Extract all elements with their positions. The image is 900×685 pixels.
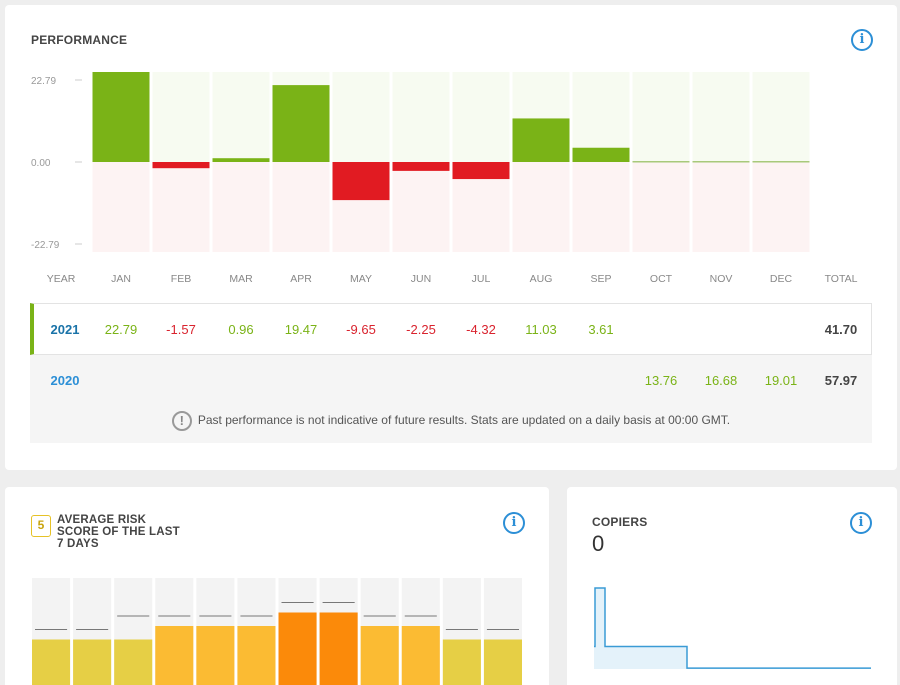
risk-bar[interactable]: [32, 639, 71, 685]
bar-oct[interactable]: [632, 161, 690, 163]
month-bg-negative: [92, 162, 150, 252]
month-value-jul: -4.32: [466, 322, 496, 337]
month-value-jan: 22.79: [104, 322, 138, 337]
performance-info-icon[interactable]: i: [851, 29, 873, 51]
total-cell: 57.97: [824, 373, 858, 388]
bar-mar[interactable]: [212, 158, 270, 162]
column-header: AUG: [530, 273, 553, 285]
y-tick-label: -22.79: [31, 240, 60, 251]
bar-apr[interactable]: [272, 85, 330, 162]
copiers-value: 0: [592, 531, 605, 556]
performance-chart: 22.79 0.00 -22.79 YEAR JAN FEB MAR APR MAY JUN JUL…: [31, 72, 858, 285]
column-header: TOTAL: [825, 273, 858, 285]
month-bg-positive: [392, 72, 450, 162]
month-value-mar: 0.96: [228, 322, 254, 337]
month-value-sep: 3.61: [588, 322, 614, 337]
month-bg-negative: [752, 162, 810, 252]
bar-sep[interactable]: [572, 147, 630, 162]
risk-bar[interactable]: [442, 639, 481, 685]
bar-may[interactable]: [332, 162, 390, 201]
risk-bar[interactable]: [483, 639, 522, 685]
bar-dec[interactable]: [752, 161, 810, 163]
total-cell: 41.70: [824, 322, 858, 337]
copiers-line: [594, 587, 871, 669]
month-value-aug: 11.03: [525, 322, 557, 337]
column-header: DEC: [770, 273, 793, 285]
copiers-title: COPIERS: [592, 515, 648, 529]
bar-jul[interactable]: [452, 162, 510, 180]
bar-nov[interactable]: [692, 161, 750, 163]
table-row-2021[interactable]: 2021 22.79 -1.57 0.96 19.47 -9.65 -2.25 -4.32 11…: [30, 303, 872, 355]
risk-bar[interactable]: [401, 626, 440, 685]
month-bg-negative: [572, 162, 630, 252]
month-bg-positive: [152, 72, 210, 162]
bar-jun[interactable]: [392, 162, 450, 171]
copiers-info-icon[interactable]: i: [850, 512, 872, 534]
risk-bar[interactable]: [278, 612, 317, 685]
risk-info-icon[interactable]: i: [503, 512, 525, 534]
column-header: OCT: [650, 273, 673, 285]
performance-card: PERFORMANCE i 22.79 0.00 -22.79 YEAR JAN FEB M…: [5, 5, 897, 470]
month-bg-positive: [692, 72, 750, 162]
column-header: APR: [290, 273, 312, 285]
y-tick-label: 0.00: [31, 158, 51, 169]
year-cell: 2021: [50, 322, 80, 337]
month-bg-negative: [212, 162, 270, 252]
column-header: FEB: [171, 273, 191, 285]
bar-feb[interactable]: [152, 162, 210, 169]
column-header: SEP: [590, 273, 611, 285]
month-value-oct: 13.76: [644, 373, 678, 388]
column-header: YEAR: [47, 273, 76, 285]
y-tick-label: 22.79: [31, 76, 56, 87]
month-bg-positive: [452, 72, 510, 162]
column-header: JAN: [111, 273, 131, 285]
month-bg-positive: [212, 72, 270, 162]
month-bg-positive: [752, 72, 810, 162]
month-value-dec: 19.01: [764, 373, 798, 388]
month-bg-negative: [692, 162, 750, 252]
copiers-area: [594, 588, 871, 669]
month-bg-negative: [632, 162, 690, 252]
risk-chart: [32, 578, 522, 685]
column-header: MAR: [229, 273, 253, 285]
month-value-nov: 16.68: [704, 373, 738, 388]
month-value-feb: -1.57: [166, 322, 196, 337]
disclaimer: ! Past performance is not indicative of f…: [30, 411, 872, 431]
risk-bar[interactable]: [360, 626, 399, 685]
month-bg-positive: [632, 72, 690, 162]
risk-bar[interactable]: [319, 612, 358, 685]
month-value-apr: 19.47: [284, 322, 318, 337]
disclaimer-text: Past performance is not indicative of fu…: [197, 413, 731, 428]
column-header: JUN: [411, 273, 431, 285]
month-bg-negative: [392, 162, 450, 252]
warning-icon: !: [171, 411, 192, 431]
month-value-may: -9.65: [346, 322, 376, 337]
risk-bar[interactable]: [114, 639, 153, 685]
risk-bar[interactable]: [237, 626, 276, 685]
risk-title: AVERAGE RISK SCORE OF THE LAST 7 DAYS: [57, 514, 180, 550]
performance-title: PERFORMANCE: [31, 33, 128, 47]
risk-bar[interactable]: [73, 639, 112, 685]
month-bg-negative: [272, 162, 330, 252]
risk-score-badge: 5: [31, 515, 51, 537]
bar-aug[interactable]: [512, 118, 570, 162]
column-header: JUL: [472, 273, 491, 285]
risk-score-card: 5 AVERAGE RISK SCORE OF THE LAST 7 DAYS …: [5, 487, 549, 685]
month-bg-positive: [572, 72, 630, 162]
risk-bar[interactable]: [155, 626, 194, 685]
year-cell: 2020: [50, 373, 80, 388]
table-row-2020[interactable]: ! Past performance is not indicative of f…: [30, 355, 872, 443]
copiers-card: COPIERS 0 i: [567, 487, 897, 685]
month-value-jun: -2.25: [406, 322, 436, 337]
month-bg-negative: [152, 162, 210, 252]
month-bg-negative: [512, 162, 570, 252]
copiers-chart: [594, 587, 871, 669]
column-header: NOV: [710, 273, 733, 285]
column-header: MAY: [350, 273, 372, 285]
bar-jan[interactable]: [92, 72, 150, 162]
month-bg-positive: [332, 72, 390, 162]
risk-bar[interactable]: [196, 626, 235, 685]
